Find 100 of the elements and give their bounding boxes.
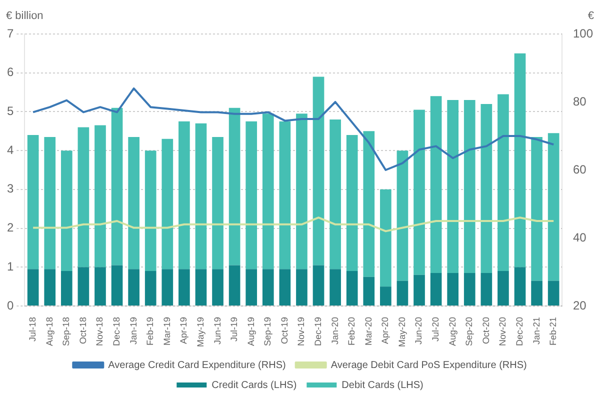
y-tick-label: 7 [6,26,14,40]
bar [464,100,476,273]
bar [346,135,358,272]
x-tick-label: Dec-20 [514,316,524,346]
y-tick-label: 4 [6,142,14,157]
y2-tick-label: 60 [572,162,587,176]
x-tick-label: Jan-21 [531,316,542,345]
y2-axis-title: € [588,10,594,22]
bar [380,189,392,287]
x-tick-label: Jul-19 [229,316,240,342]
bar [128,269,140,306]
x-tick-label: Jun-20 [414,316,424,345]
legend-label: Average Debit Card PoS Expenditure (RHS) [330,360,527,371]
y2-tick-label: 100 [572,26,594,40]
x-tick-label: Jun-19 [212,316,222,345]
y2-tick-label: 20 [572,298,587,312]
x-tick-label: May-20 [396,316,407,348]
x-tick-label: Feb-21 [548,316,558,346]
bar [212,269,224,306]
x-tick-label: Jan-19 [128,316,138,345]
bar [296,269,308,306]
bar [414,110,425,275]
x-tick-label: Mar-19 [162,316,172,346]
bar [228,265,240,306]
legend-label: Debit Cards (LHS) [342,380,424,391]
legend-label: Credit Cards (LHS) [212,380,297,391]
x-tick-label: Aug-19 [246,316,256,346]
bar [464,272,476,306]
bar [162,269,174,306]
y-tick-label: 0 [6,298,14,312]
bar [548,133,560,281]
x-tick-label: Feb-19 [145,316,156,346]
y-tick-label: 1 [6,259,14,274]
x-tick-label: Dec-19 [312,316,323,346]
x-tick-label: Aug-18 [44,316,54,346]
x-tick-label: Jan-20 [330,316,340,345]
bar [498,271,509,306]
y-axis-title: € billion [6,10,44,22]
bar [531,136,542,281]
x-tick-label: Oct-19 [279,316,290,344]
legend-label: Average Credit Card Expenditure (RHS) [108,360,286,371]
bar [44,269,56,306]
bar [60,271,72,306]
y-tick-label: 6 [6,65,14,80]
x-tick-label: Nov-19 [296,316,306,346]
bar [111,108,123,266]
bar [111,265,123,306]
bar [228,108,240,266]
bar [279,269,291,306]
bar [94,125,106,268]
y-tick-label: 3 [6,182,14,196]
bar [144,150,156,272]
bar [262,114,274,270]
bar [246,269,258,306]
bar [212,136,224,270]
bar [162,138,174,270]
bar [144,271,156,306]
x-tick-label: Dec-18 [112,316,122,346]
bar [246,121,258,270]
bar [330,119,341,270]
bar [195,123,207,270]
y-tick-label: 5 [6,104,14,118]
bar [414,274,425,306]
x-tick-label: Mar-20 [363,316,374,346]
x-tick-label: Sep-19 [262,316,273,346]
x-tick-label: Feb-20 [346,316,357,346]
x-tick-label: Jul-18 [28,316,38,342]
x-tick-label: Aug-20 [447,316,458,346]
bar [447,100,459,273]
bar [178,269,190,306]
bar [78,267,90,306]
bar [346,271,358,306]
bar [396,150,408,281]
x-tick-label: Sep-20 [464,316,474,346]
x-tick-label: Jul-20 [430,316,441,342]
bar [27,269,39,306]
bar [296,114,308,270]
bar [363,131,375,277]
bar [128,136,140,270]
bar [279,121,291,270]
bar [27,135,39,270]
bar [78,127,90,268]
x-tick-label: Apr-20 [380,316,390,344]
bar [312,265,324,306]
bar [531,280,542,306]
bar [178,121,190,270]
x-tick-label: Nov-20 [498,316,508,346]
bar [447,272,459,306]
x-tick-label: Sep-18 [61,316,72,346]
bar [480,104,492,273]
x-tick-label: May-19 [195,316,206,348]
y2-tick-label: 40 [572,230,587,244]
bar [60,150,72,272]
bar [514,267,526,306]
x-tick-label: Apr-19 [178,316,189,344]
bar [312,76,324,266]
x-tick-label: Oct-20 [480,316,491,344]
bar [363,276,375,306]
y-tick-label: 2 [6,220,14,235]
y2-tick-label: 80 [572,94,587,108]
